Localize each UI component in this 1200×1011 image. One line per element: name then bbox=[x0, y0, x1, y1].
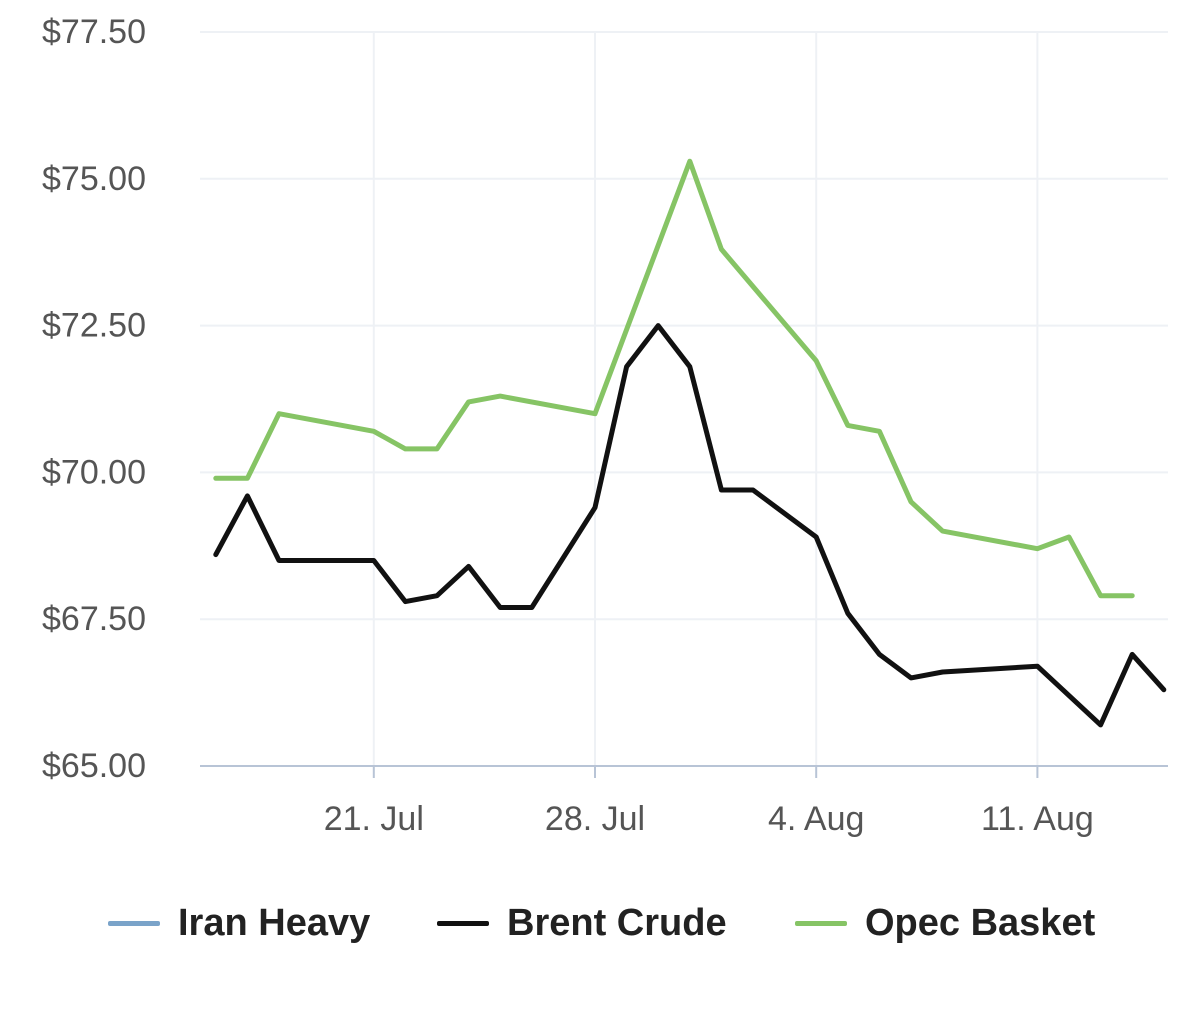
series-line-opec-basket bbox=[213, 158, 1135, 599]
legend-swatch-brent-crude bbox=[437, 920, 489, 926]
x-axis: 21. Jul 28. Jul 4. Aug 11. Aug bbox=[324, 766, 1094, 838]
x-tick-label: 21. Jul bbox=[324, 800, 424, 838]
series-line-brent-crude bbox=[213, 323, 1167, 728]
legend-item-opec-basket[interactable]: Opec Basket bbox=[795, 888, 1095, 958]
legend-item-brent-crude[interactable]: Brent Crude bbox=[437, 888, 727, 958]
legend-item-iran-heavy[interactable]: Iran Heavy bbox=[108, 888, 370, 958]
y-axis: $65.00 $67.50 $70.00 $72.50 $75.00 $77.50 bbox=[42, 13, 146, 785]
y-tick-label: $72.50 bbox=[42, 307, 146, 345]
y-tick-label: $77.50 bbox=[42, 13, 146, 51]
series bbox=[213, 158, 1167, 728]
line-chart: $65.00 $67.50 $70.00 $72.50 $75.00 $77.50 21.… bbox=[42, 13, 1168, 838]
y-tick-label: $65.00 bbox=[42, 747, 146, 785]
legend-label-opec-basket: Opec Basket bbox=[865, 901, 1096, 944]
grid bbox=[200, 31, 1168, 766]
y-tick-label: $75.00 bbox=[42, 160, 146, 198]
x-tick-label: 28. Jul bbox=[545, 800, 645, 838]
x-tick-label: 4. Aug bbox=[768, 800, 864, 838]
legend: Iran Heavy Brent Crude Opec Basket bbox=[0, 888, 1200, 958]
x-tick-label: 11. Aug bbox=[981, 800, 1094, 838]
legend-swatch-opec-basket bbox=[795, 920, 847, 926]
legend-swatch-iran-heavy bbox=[108, 920, 160, 926]
y-tick-label: $67.50 bbox=[42, 600, 146, 638]
y-tick-label: $70.00 bbox=[42, 453, 146, 491]
legend-label-iran-heavy: Iran Heavy bbox=[178, 901, 371, 944]
legend-label-brent-crude: Brent Crude bbox=[507, 901, 727, 944]
